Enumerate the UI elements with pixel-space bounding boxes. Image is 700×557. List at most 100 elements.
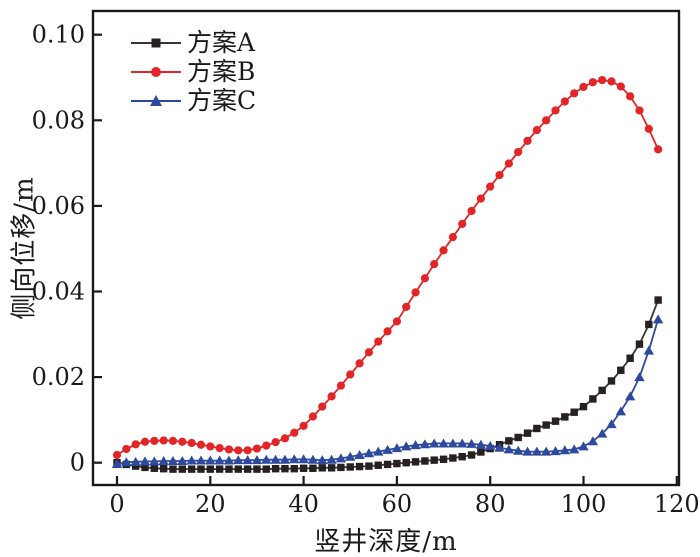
triangle-marker-icon: [242, 455, 253, 465]
triangle-marker-icon: [540, 446, 552, 456]
square-marker-icon: [523, 429, 532, 437]
circle-marker-icon: [560, 97, 569, 106]
square-marker-icon: [505, 437, 513, 445]
circle-marker-icon: [570, 89, 579, 98]
square-marker-icon: [561, 413, 569, 421]
triangle-marker-icon: [186, 455, 197, 465]
square-marker-icon: [617, 366, 625, 374]
square-marker-icon: [206, 465, 214, 473]
x-tick-label: 0: [109, 490, 124, 518]
square-marker-icon: [477, 448, 485, 456]
legend-label: 方案A: [187, 28, 256, 57]
square-marker-icon: [570, 408, 578, 416]
circle-marker-icon: [607, 77, 616, 86]
triangle-marker-icon: [578, 441, 589, 451]
square-marker-icon: [169, 465, 177, 473]
triangle-marker-icon: [550, 446, 561, 456]
square-marker-icon: [439, 455, 448, 463]
square-marker-icon: [159, 464, 168, 473]
square-marker-icon: [514, 433, 522, 442]
circle-marker-icon: [588, 78, 597, 87]
circle-marker-icon: [234, 446, 243, 455]
circle-marker-icon: [280, 434, 290, 443]
triangle-marker-icon: [167, 455, 179, 465]
circle-marker-icon: [318, 402, 327, 411]
circle-marker-icon: [542, 116, 551, 125]
square-marker-icon: [281, 464, 289, 473]
triangle-marker-icon: [261, 454, 272, 464]
square-marker-icon: [243, 465, 252, 473]
x-tick-label: 60: [382, 490, 413, 518]
y-tick-label: 0: [70, 449, 85, 477]
square-marker-icon: [542, 421, 550, 429]
circle-marker-icon: [523, 136, 532, 145]
circle-marker-icon: [206, 442, 215, 451]
triangle-marker-icon: [494, 442, 505, 452]
square-marker-icon: [402, 459, 410, 467]
square-marker-icon: [393, 459, 401, 468]
circle-marker-icon: [355, 359, 364, 368]
square-marker-icon: [141, 463, 149, 472]
circle-marker-icon: [336, 381, 346, 390]
square-marker-icon: [327, 464, 336, 472]
square-marker-icon: [411, 458, 420, 466]
circle-marker-icon: [122, 444, 131, 454]
circle-marker-icon: [299, 421, 308, 430]
triangle-marker-icon: [158, 455, 169, 465]
square-marker-icon: [131, 462, 140, 470]
circle-marker-icon: [140, 437, 150, 446]
square-marker-icon: [449, 454, 457, 462]
triangle-marker-icon: [298, 454, 309, 464]
legend-item-scheme-a: 方案A: [130, 28, 256, 57]
circle-marker-icon: [224, 445, 234, 454]
triangle-marker-icon: [606, 419, 617, 429]
triangle-marker-icon: [485, 441, 496, 451]
triangle-marker-icon: [382, 444, 393, 454]
circle-marker-icon: [579, 82, 588, 92]
circle-marker-icon: [654, 145, 663, 154]
circle-marker-icon: [626, 92, 635, 101]
circle-marker-icon: [598, 75, 607, 85]
triangle-marker-icon: [270, 454, 281, 464]
triangle-marker-icon: [447, 438, 459, 448]
triangle-marker-icon: [317, 455, 328, 465]
circle-marker-icon: [196, 440, 206, 449]
circle-marker-icon: [420, 274, 429, 283]
circle-marker-icon: [486, 182, 495, 191]
square-marker-icon: [262, 465, 270, 473]
triangle-marker-icon: [131, 94, 181, 106]
circle-marker-icon: [131, 440, 140, 449]
x-tick-label: 40: [288, 490, 319, 518]
legend-label: 方案B: [187, 57, 256, 86]
x-tick-label: 80: [475, 490, 506, 518]
circle-marker-icon: [308, 412, 318, 421]
square-marker-icon: [150, 464, 159, 472]
square-marker-icon: [290, 464, 298, 473]
legend-label: 方案C: [187, 86, 257, 115]
circle-marker-icon: [495, 170, 504, 180]
circle-marker-icon: [430, 260, 439, 269]
square-marker-icon: [374, 461, 382, 469]
circle-marker-icon: [532, 126, 541, 135]
y-tick-label: 0.08: [32, 106, 85, 134]
triangle-marker-icon: [335, 453, 347, 463]
x-tick-label: 100: [561, 490, 607, 518]
triangle-marker-icon: [345, 451, 356, 461]
circle-marker-icon: [458, 219, 467, 228]
square-marker-icon: [253, 465, 261, 473]
circle-marker-icon: [644, 124, 653, 133]
triangle-marker-icon: [624, 391, 636, 401]
triangle-marker-icon: [326, 454, 337, 464]
square-marker-icon: [197, 465, 205, 473]
triangle-marker-icon: [559, 445, 571, 455]
triangle-marker-icon: [587, 436, 599, 446]
circle-marker-icon: [551, 106, 560, 115]
triangle-marker-icon: [531, 446, 543, 456]
square-marker-icon: [271, 464, 280, 473]
triangle-marker-icon: [475, 439, 487, 449]
square-marker-icon: [533, 424, 541, 433]
triangle-marker-icon: [233, 455, 244, 465]
triangle-marker-icon: [139, 456, 151, 466]
square-marker-icon: [355, 462, 364, 471]
